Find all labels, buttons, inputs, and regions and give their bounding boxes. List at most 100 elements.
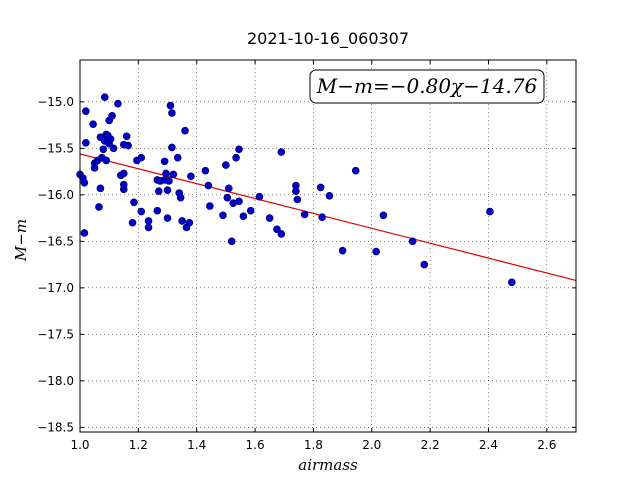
data-point — [185, 218, 194, 227]
data-point — [265, 214, 274, 222]
x-tick-label: 2.2 — [421, 438, 440, 452]
data-point — [235, 145, 243, 154]
data-point — [82, 107, 90, 115]
data-point — [80, 178, 89, 187]
data-point — [204, 181, 213, 190]
x-tick-label: 2.0 — [362, 438, 381, 452]
data-point — [318, 213, 326, 221]
data-point — [486, 207, 494, 216]
data-point — [379, 211, 388, 220]
data-point — [119, 169, 128, 178]
x-axis-label: airmass — [298, 456, 358, 474]
data-point — [163, 186, 172, 194]
data-point — [176, 193, 185, 202]
data-point — [277, 148, 286, 156]
y-axis-ticks: −15.0 −15.5 −16.0 −16.5 −17.0 −17.5 −18.0 −18.5 — [37, 95, 576, 434]
data-point — [273, 225, 281, 234]
data-point — [225, 184, 233, 193]
data-point — [137, 153, 146, 162]
data-point — [122, 132, 131, 141]
data-point — [173, 153, 182, 162]
y-tick-label: −16.5 — [37, 234, 74, 248]
data-point — [154, 187, 163, 195]
x-tick-label: 1.2 — [129, 438, 148, 452]
data-point — [325, 191, 334, 200]
data-point — [206, 202, 214, 210]
data-point — [277, 230, 286, 238]
data-point — [232, 153, 240, 162]
data-point — [300, 210, 309, 219]
y-tick-label: −17.0 — [37, 281, 74, 295]
y-tick-label: −15.5 — [37, 141, 74, 155]
data-point — [168, 143, 176, 152]
y-tick-label: −18.0 — [37, 374, 74, 388]
data-point — [178, 217, 186, 225]
y-tick-label: −17.5 — [37, 327, 74, 341]
data-point — [137, 207, 146, 216]
x-tick-label: 2.6 — [537, 438, 556, 452]
x-tick-label: 1.4 — [187, 438, 206, 452]
data-point — [508, 278, 516, 287]
x-tick-label: 1.8 — [304, 438, 323, 452]
data-point — [82, 138, 90, 147]
data-point — [235, 197, 243, 206]
data-point — [128, 218, 137, 227]
data-points — [76, 93, 516, 287]
data-point — [95, 203, 103, 211]
fit-equation-box — [309, 69, 545, 104]
data-point — [201, 166, 210, 175]
data-point — [90, 164, 99, 172]
data-point — [162, 169, 170, 178]
chart-title: 2021-10-16_060307 — [247, 29, 409, 49]
data-point — [101, 93, 109, 101]
data-point — [246, 206, 255, 215]
data-point — [99, 145, 108, 154]
data-point — [124, 141, 132, 150]
data-point — [292, 187, 300, 195]
y-axis-label: M−m — [12, 219, 30, 262]
data-point — [96, 184, 105, 193]
data-point — [108, 112, 116, 120]
data-point — [187, 172, 195, 181]
data-point — [166, 101, 175, 110]
data-point — [163, 214, 172, 222]
data-point — [130, 198, 138, 207]
data-point — [144, 223, 153, 232]
data-point — [109, 144, 118, 153]
x-tick-label: 2.4 — [479, 438, 498, 452]
data-point — [351, 166, 360, 175]
plot-frame — [79, 59, 577, 433]
data-point — [160, 157, 169, 166]
y-tick-label: −18.5 — [37, 420, 74, 434]
data-point — [338, 246, 347, 255]
data-point — [114, 99, 122, 108]
data-point — [222, 161, 230, 169]
data-point — [181, 126, 189, 135]
y-tick-label: −16.0 — [37, 188, 74, 202]
x-tick-label: 1.0 — [70, 438, 89, 452]
data-point — [165, 177, 173, 185]
data-point — [119, 185, 128, 194]
data-point — [102, 156, 111, 165]
y-tick-label: −15.0 — [37, 95, 74, 109]
x-axis-ticks: 1.0 1.2 1.4 1.6 1.8 2.0 2.2 2.4 2.6 — [70, 60, 556, 452]
data-point — [239, 212, 248, 221]
data-point — [420, 260, 429, 269]
data-point — [255, 192, 264, 201]
data-point — [223, 193, 232, 202]
data-point — [293, 195, 302, 204]
data-point — [219, 211, 227, 220]
x-tick-label: 1.6 — [246, 438, 265, 452]
data-point — [144, 217, 153, 225]
data-point — [169, 170, 178, 179]
data-point — [89, 120, 97, 128]
data-point — [168, 109, 176, 117]
data-point — [227, 237, 236, 246]
data-point — [372, 247, 380, 256]
data-point — [408, 237, 417, 246]
data-point — [80, 229, 89, 237]
data-point — [316, 183, 325, 192]
data-point — [106, 135, 115, 143]
data-point — [153, 206, 162, 215]
